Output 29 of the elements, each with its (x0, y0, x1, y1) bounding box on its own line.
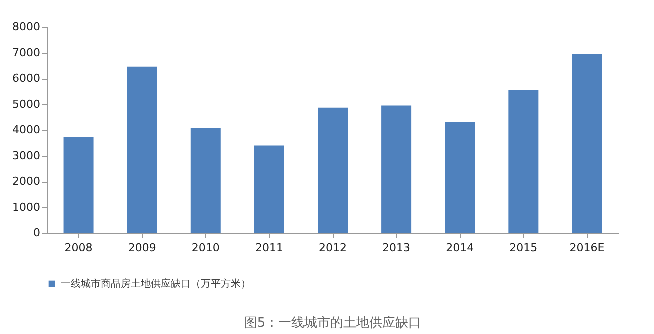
bar (508, 90, 539, 233)
bar (572, 54, 602, 233)
y-tick-label: 0 (34, 226, 40, 240)
y-tick-label: 2000 (12, 175, 40, 188)
bar (254, 146, 284, 233)
x-tick-label: 2015 (510, 242, 538, 254)
x-tick-label: 2013 (382, 242, 411, 254)
x-tick-label: 2016E (570, 242, 605, 254)
x-tick-label: 2009 (128, 242, 156, 254)
x-tick-label: 2010 (192, 242, 220, 254)
bar (445, 122, 476, 233)
x-tick-label: 2008 (64, 242, 93, 254)
bar (64, 136, 94, 233)
x-tick-label: 2012 (319, 242, 347, 254)
bar (318, 108, 348, 233)
bar (190, 128, 221, 233)
y-tick-label: 3000 (12, 149, 40, 162)
x-tick-label: 2011 (255, 242, 284, 254)
y-tick-label: 1000 (12, 200, 40, 214)
caption: 图5：一线城市的土地供应缺口 (244, 315, 422, 331)
y-tick-label: 5000 (12, 98, 40, 111)
y-tick-label: 8000 (12, 20, 40, 34)
bar (382, 106, 412, 233)
bar (127, 66, 158, 233)
y-tick-label: 6000 (12, 72, 40, 85)
legend-label: 一线城市商品房土地供应缺口（万平方米） (61, 278, 251, 290)
y-tick-label: 7000 (12, 46, 40, 60)
y-tick-label: 4000 (12, 124, 40, 136)
x-tick-label: 2014 (446, 242, 474, 254)
